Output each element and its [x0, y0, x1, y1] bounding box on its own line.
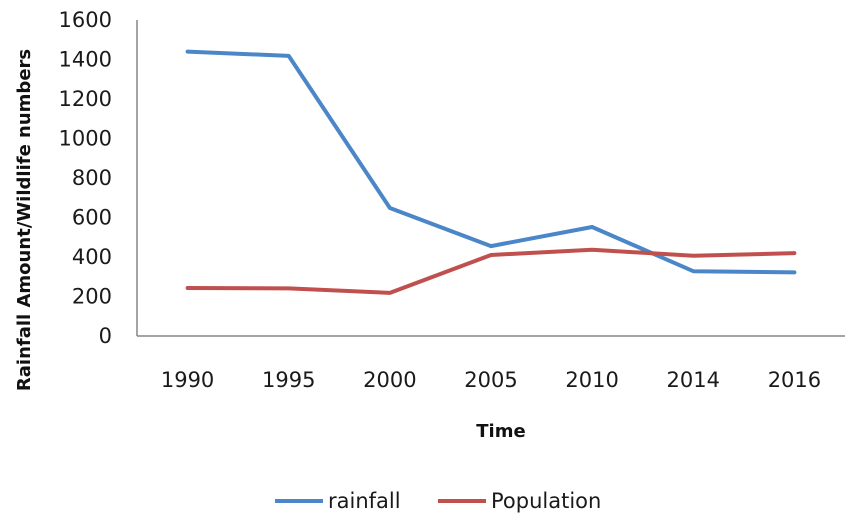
x-axis-title: Time	[476, 421, 525, 442]
series-lines	[185, 49, 797, 295]
legend-label-population: Population	[491, 489, 601, 513]
y-tick-label: 200	[72, 285, 112, 309]
x-tick-label: 2000	[363, 368, 416, 392]
x-tick-label: 2014	[667, 368, 720, 392]
x-tick-label: 2016	[768, 368, 821, 392]
x-tick-label: 2005	[464, 368, 517, 392]
series-line-population	[185, 247, 797, 295]
y-tick-label: 800	[72, 166, 112, 190]
y-tick-label: 1600	[59, 8, 112, 32]
x-tick-label: 1995	[262, 368, 315, 392]
y-tick-label: 400	[72, 245, 112, 269]
legend-label-rainfall: rainfall	[328, 489, 401, 513]
y-axis-tick-labels: 0 200 400 600 800 1000 1200 1400 1600	[59, 8, 112, 348]
y-tick-label: 1400	[59, 48, 112, 72]
axes	[136, 20, 845, 337]
y-axis-title: Rainfall Amount/Wildlife numbers	[14, 49, 35, 391]
y-tick-label: 1200	[59, 87, 112, 111]
y-tick-label: 0	[99, 324, 112, 348]
legend: rainfall Population	[275, 489, 601, 513]
x-tick-label: 1990	[161, 368, 214, 392]
y-tick-label: 1000	[59, 127, 112, 151]
x-tick-label: 2010	[565, 368, 618, 392]
series-line-rainfall	[185, 49, 797, 275]
y-tick-label: 600	[72, 206, 112, 230]
x-axis-tick-labels: 1990 1995 2000 2005 2010 2014 2016	[161, 368, 821, 392]
